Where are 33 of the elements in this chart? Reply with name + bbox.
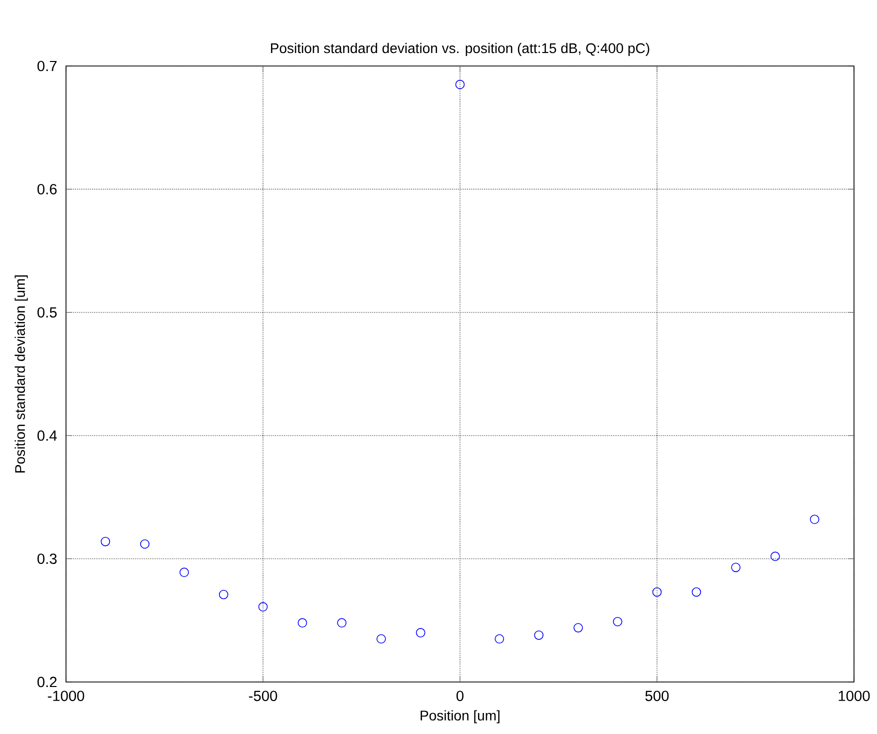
y-tick-label: 0.3	[37, 554, 57, 564]
point	[416, 628, 426, 638]
y-tick-label: 0.2	[37, 676, 57, 688]
y-tick-label: 0.5	[37, 307, 57, 318]
point	[218, 590, 228, 600]
point	[534, 630, 544, 640]
point	[180, 568, 189, 578]
x-tick-label: 500	[645, 690, 669, 702]
point	[810, 514, 820, 524]
y-axis-title: Position standard deviation [um]	[14, 275, 28, 472]
point	[298, 618, 308, 628]
point	[100, 536, 110, 546]
point	[652, 587, 662, 597]
x-tick-label: -500	[248, 690, 278, 702]
point	[494, 634, 504, 644]
x-tick-label: -1000	[48, 690, 84, 702]
x-tick-label: 1000	[838, 690, 870, 702]
x-axis-title: Position [um]	[420, 710, 500, 724]
point	[140, 539, 150, 549]
point	[731, 562, 740, 572]
point	[455, 80, 465, 90]
y-tick-label: 0.7	[37, 60, 57, 72]
y-tick-label: 0.4	[37, 430, 57, 441]
point	[258, 602, 268, 612]
y-tick-label: 0.6	[37, 184, 57, 194]
x-tick-label: 0	[456, 690, 464, 702]
point	[612, 616, 622, 626]
point	[376, 634, 386, 644]
point	[770, 552, 780, 561]
point	[337, 618, 346, 628]
chart-title: Position standard deviation vs. position (att:15 dB, Q:400 pC)	[271, 42, 650, 56]
point	[692, 587, 702, 597]
point	[574, 623, 583, 632]
